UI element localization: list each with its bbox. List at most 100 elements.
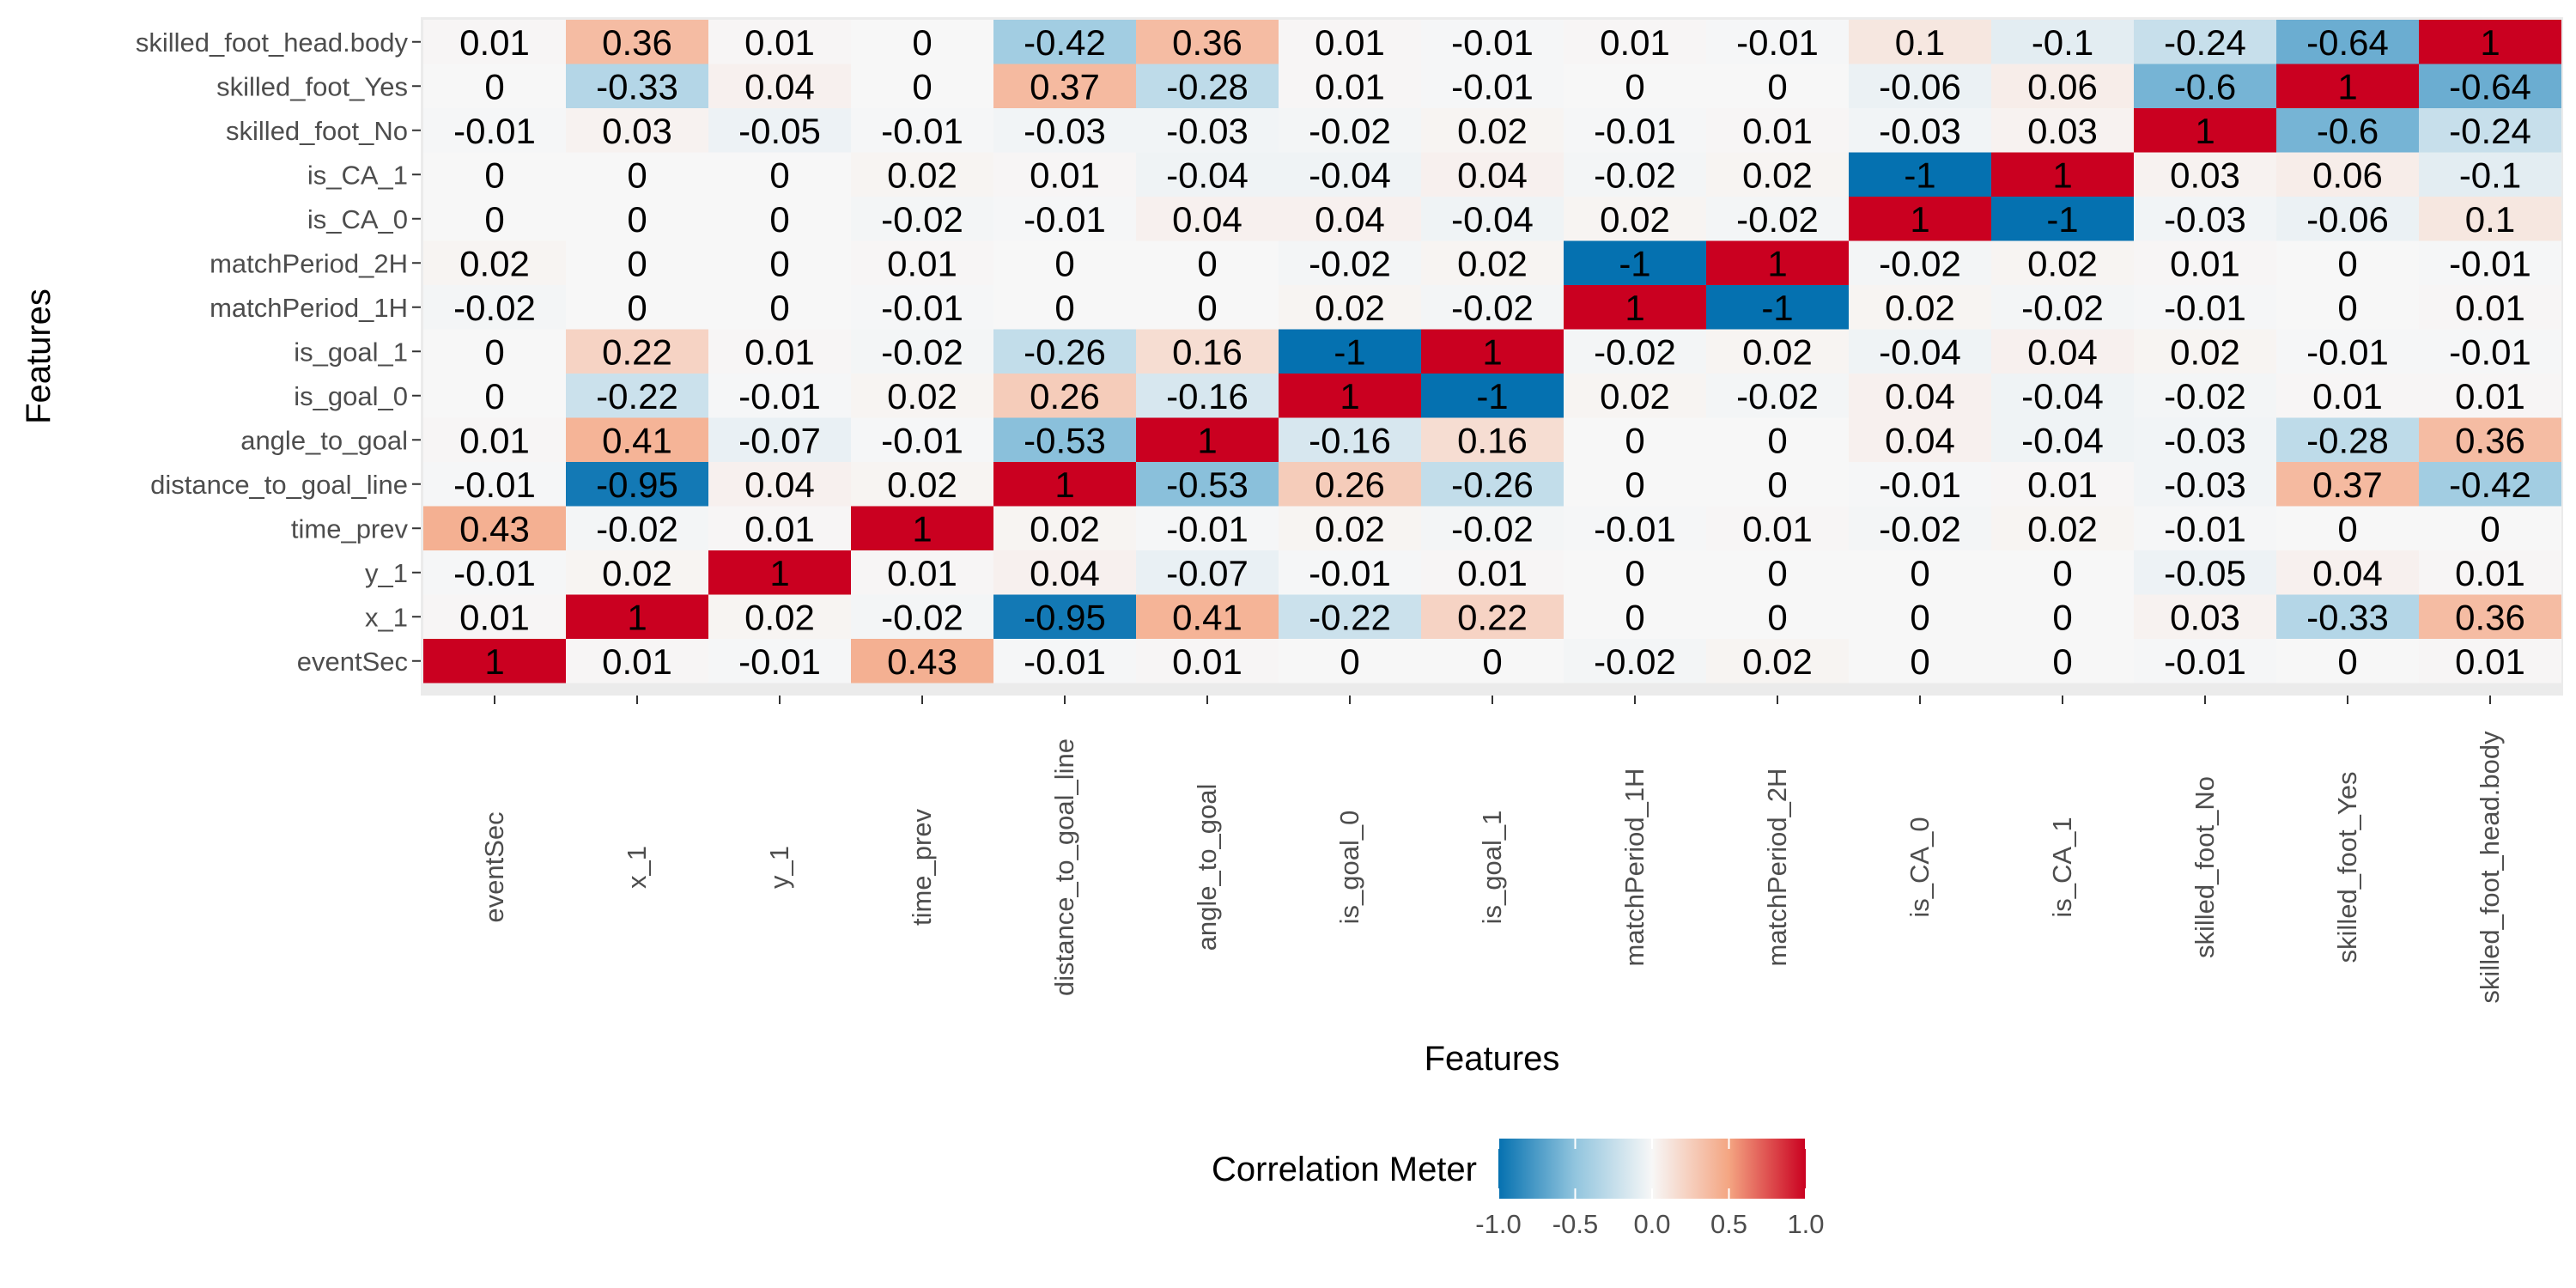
cell-value-label: -0.02 — [881, 331, 963, 372]
cell-value-label: 0.02 — [1885, 288, 1955, 328]
heatmap-cell — [2276, 417, 2419, 462]
heatmap-cell — [423, 152, 566, 197]
heatmap-cell — [1991, 594, 2134, 639]
heatmap-cell — [708, 639, 851, 683]
heatmap-cell — [1849, 374, 1991, 418]
color-legend: Correlation Meter -1.0 -0.5 0.0 0.5 1.0 — [1212, 1139, 1825, 1239]
cell-value-label: -0.02 — [1451, 508, 1534, 549]
cell-value-label: 0.36 — [602, 22, 672, 63]
heatmap-cell — [708, 374, 851, 418]
legend-title: Correlation Meter — [1212, 1151, 1477, 1188]
cell-value-label: 0.01 — [1600, 22, 1670, 63]
legend-tick-label: 1.0 — [1787, 1209, 1824, 1239]
cell-value-label: 0.36 — [2455, 597, 2525, 637]
cell-value-label: 0.02 — [887, 465, 957, 505]
heatmap-cell — [1421, 108, 1564, 153]
y-tick-label: x_1 — [365, 602, 408, 632]
heatmap-cell — [1421, 240, 1564, 285]
heatmap-cell — [1991, 152, 2134, 197]
heatmap-cell — [1279, 329, 1421, 374]
cell-value-label: 1 — [1054, 465, 1074, 505]
heatmap-cell — [1849, 462, 1991, 507]
cell-value-label: 0.02 — [602, 553, 672, 593]
heatmap-cell — [708, 64, 851, 108]
cell-value-label: -0.02 — [2164, 376, 2246, 416]
cell-value-label: 0 — [1197, 288, 1217, 328]
cell-value-label: -0.03 — [2164, 199, 2246, 240]
heatmap-cell — [708, 197, 851, 241]
cell-value-label: -0.02 — [596, 508, 678, 549]
heatmap-cell — [566, 462, 708, 507]
heatmap-cell — [1279, 594, 1421, 639]
cell-value-label: -0.02 — [1594, 155, 1676, 195]
cell-value-label: -0.04 — [2021, 376, 2104, 416]
legend-tick-label: -0.5 — [1552, 1209, 1598, 1239]
y-tick-label: time_prev — [291, 513, 409, 544]
cell-value-label: 0.01 — [2312, 376, 2383, 416]
heatmap-cell — [1706, 152, 1849, 197]
heatmap-cell — [1849, 417, 1991, 462]
heatmap-cell — [566, 20, 708, 64]
cell-value-label: 0.02 — [1457, 243, 1528, 283]
heatmap-cell — [1421, 64, 1564, 108]
cell-value-label: 0.01 — [602, 641, 672, 682]
cell-value-label: 1 — [2337, 66, 2357, 106]
heatmap-cell — [851, 417, 993, 462]
cell-value-label: -1 — [1904, 155, 1935, 195]
cell-value-label: 0.01 — [459, 597, 530, 637]
heatmap-cell — [851, 20, 993, 64]
cell-value-label: 0.36 — [1172, 22, 1242, 63]
heatmap-cell — [1991, 329, 2134, 374]
heatmap-cell — [1849, 108, 1991, 153]
y-tick-label: is_CA_0 — [307, 204, 408, 234]
heatmap-cell — [851, 639, 993, 683]
legend-ticks: -1.0 -0.5 0.0 0.5 1.0 — [1475, 1139, 1825, 1239]
heatmap-cell — [1849, 240, 1991, 285]
y-axis-title: Features — [20, 289, 58, 424]
x-tick-label: matchPeriod_2H — [1762, 769, 1792, 967]
heatmap-cell — [1706, 64, 1849, 108]
legend-tick-label: 0.0 — [1633, 1209, 1670, 1239]
heatmap-cell — [2134, 64, 2276, 108]
cell-value-label: -0.42 — [2449, 465, 2531, 505]
cell-value-label: -0.04 — [2021, 420, 2104, 460]
heatmap-cell — [993, 240, 1136, 285]
cell-value-label: 0 — [912, 22, 932, 63]
cell-value-label: -0.06 — [1879, 66, 1961, 106]
cell-value-label: 0.26 — [1030, 376, 1100, 416]
cell-value-label: 0 — [2337, 641, 2357, 682]
heatmap-cell — [1279, 462, 1421, 507]
cell-value-label: -0.02 — [1309, 111, 1391, 151]
cell-value-label: 0.01 — [887, 243, 957, 283]
heatmap-cell — [1991, 108, 2134, 153]
cell-value-label: 0.01 — [2170, 243, 2240, 283]
heatmap-cell — [993, 285, 1136, 330]
cell-value-label: 0 — [912, 66, 932, 106]
x-tick-label: matchPeriod_1H — [1619, 769, 1649, 967]
cell-value-label: 0.02 — [1315, 508, 1385, 549]
cell-value-label: 1 — [1340, 376, 1359, 416]
cell-value-label: -0.01 — [1594, 111, 1676, 151]
heatmap-cell — [2276, 506, 2419, 550]
heatmap-cell — [566, 506, 708, 550]
cell-value-label: 0 — [1767, 465, 1787, 505]
heatmap-cell — [2134, 108, 2276, 153]
x-axis-title: Features — [1425, 1040, 1560, 1078]
heatmap-cell — [993, 64, 1136, 108]
cell-value-label: 0 — [2337, 288, 2357, 328]
heatmap-cell — [1991, 639, 2134, 683]
cell-value-label: -0.33 — [2306, 597, 2389, 637]
cell-value-label: 1 — [627, 597, 647, 637]
x-tick-label: x_1 — [622, 846, 652, 889]
cell-value-label: -0.53 — [1024, 420, 1106, 460]
heatmap-cell — [1849, 285, 1991, 330]
cell-value-label: -1 — [1476, 376, 1508, 416]
cell-value-label: 0 — [1054, 288, 1074, 328]
cell-value-label: 0.16 — [1457, 420, 1528, 460]
heatmap-cell — [993, 197, 1136, 241]
y-tick-label: skilled_foot_No — [226, 116, 408, 146]
heatmap-cell — [1564, 64, 1706, 108]
heatmap-cell — [1706, 197, 1849, 241]
heatmap-cell — [1279, 20, 1421, 64]
cell-value-label: -0.1 — [2459, 155, 2521, 195]
